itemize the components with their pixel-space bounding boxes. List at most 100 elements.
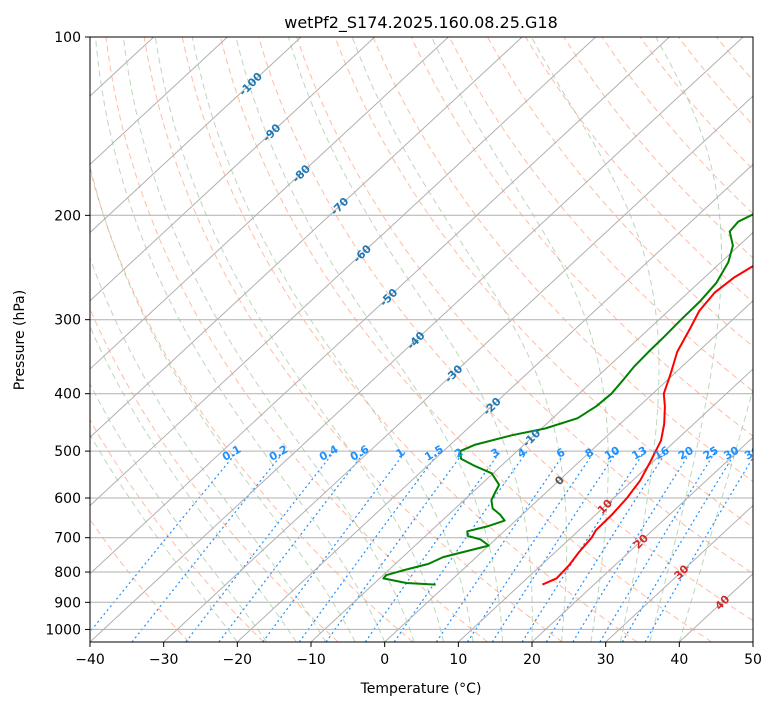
y-tick-label: 1000	[45, 622, 81, 638]
mixing-ratio-label: 1.5	[422, 443, 445, 464]
dry-adiabat	[755, 37, 775, 642]
isotherm-line	[605, 504, 753, 642]
mixing-ratio-line	[364, 450, 502, 642]
dry-adiabat	[716, 37, 753, 82]
moist-adiabat	[90, 256, 327, 642]
y-tick-label: 600	[54, 491, 81, 507]
y-tick-label: 200	[54, 208, 81, 224]
mixing-ratio-line	[599, 450, 717, 642]
mixing-ratio-label: 10	[602, 444, 622, 463]
moist-adiabat	[191, 37, 474, 642]
moist-adiabat	[531, 37, 660, 642]
x-tick-label: 0	[380, 652, 389, 668]
x-tick-label: 10	[449, 652, 467, 668]
moist-adiabat	[90, 164, 356, 642]
y-axis-label: Pressure (hPa)	[12, 290, 28, 390]
mixing-ratio-label: 36	[742, 444, 762, 463]
isotherm-line	[678, 573, 753, 642]
moist-adiabat	[122, 37, 415, 642]
isotherm-line	[310, 231, 753, 642]
isotherm-line	[90, 37, 744, 642]
skewed-isotherms	[90, 37, 753, 642]
mixing-ratio-label: 25	[701, 444, 721, 463]
series-lines	[382, 213, 753, 586]
dry-adiabat	[90, 307, 339, 642]
dry-adiabat	[90, 167, 414, 642]
moist-adiabat	[90, 325, 297, 642]
mixing-ratio-line	[298, 450, 441, 642]
mixing-ratio-label: 30	[721, 444, 741, 463]
x-axis: −40 −30 −20 −10 0 10 20 30 40 50	[75, 642, 762, 668]
y-tick-label: 300	[54, 313, 81, 329]
temperature-line	[541, 264, 753, 586]
x-tick-label: −40	[75, 652, 105, 668]
dry-adiabat	[258, 37, 753, 622]
moist-adiabat	[678, 387, 753, 642]
mixing-ratio-label: 0.2	[267, 443, 290, 464]
isotherm-line	[90, 37, 302, 234]
mixing-ratio-lines	[90, 450, 753, 642]
isotherm-line	[752, 641, 753, 642]
x-axis-label: Temperature (°C)	[360, 681, 482, 697]
plot-area: 0.1 0.2 0.4 0.6 1 1.5 2 3 4 6 8 10 13 16 20 25 30 36-100-…	[90, 37, 775, 642]
dry-adiabat	[143, 37, 563, 642]
mixing-ratio-line	[644, 456, 753, 642]
x-tick-label: −10	[296, 652, 326, 668]
mixing-ratio-line	[325, 450, 465, 642]
mixing-ratio-label: 2	[452, 446, 465, 461]
dry-adiabat	[105, 37, 488, 642]
y-tick-label: 500	[54, 444, 81, 460]
mixing-ratio-label: 0.1	[220, 443, 243, 464]
y-tick-label: 800	[54, 565, 81, 581]
isotherm-line	[236, 163, 753, 642]
x-tick-label: −30	[149, 652, 179, 668]
isotherm-line	[90, 37, 376, 302]
mixing-ratio-line	[491, 450, 618, 642]
mixing-ratio-line	[185, 450, 335, 642]
dry-adiabat	[181, 37, 638, 642]
dry-adiabat	[372, 37, 753, 483]
mixing-ratio-line	[90, 450, 239, 633]
y-tick-label: 900	[54, 595, 81, 611]
moist-adiabat	[235, 37, 503, 642]
isotherm-line	[531, 436, 753, 642]
dewpoint-line	[382, 213, 753, 586]
mixing-ratio-label: 0.6	[348, 442, 372, 463]
isotherm-line	[384, 300, 753, 642]
mixing-ratio-line	[621, 450, 737, 642]
line-labels: 0.1 0.2 0.4 0.6 1 1.5 2 3 4 6 8 10 13 16 20 25 30 36-100-…	[220, 70, 762, 613]
isotherm-line	[90, 37, 523, 438]
dry-adiabats	[90, 37, 775, 642]
dry-adiabat	[448, 37, 753, 392]
moist-adiabat	[649, 37, 722, 642]
y-tick-label: 700	[54, 531, 81, 547]
x-tick-label: 20	[523, 652, 541, 668]
mixing-ratio-line	[572, 450, 692, 642]
dry-adiabat	[410, 37, 753, 437]
mixing-ratio-line	[435, 450, 567, 642]
moist-adiabat	[431, 37, 609, 642]
pressure-gridlines	[90, 37, 753, 630]
y-tick-label: 100	[54, 30, 81, 46]
dry-adiabat	[487, 37, 753, 348]
dry-adiabat	[563, 37, 753, 259]
mixing-ratio-label: 13	[630, 444, 650, 463]
isotherm-line	[90, 37, 597, 507]
mixing-ratio-label: 0.4	[317, 442, 341, 463]
dry-adiabat	[90, 518, 190, 642]
x-tick-label: 40	[670, 652, 688, 668]
mixing-ratio-line	[545, 450, 668, 642]
isotherm-line	[163, 95, 753, 642]
mixing-ratio-line	[521, 450, 646, 642]
x-tick-label: −20	[223, 652, 253, 668]
x-tick-label: 30	[597, 652, 615, 668]
y-axis: 100 200 300 400 500 600 700 800 900 1000	[45, 30, 90, 638]
moist-adiabat	[90, 382, 268, 642]
moist-adiabat	[95, 37, 386, 642]
moist-adiabat	[287, 37, 533, 642]
y-tick-label: 400	[54, 387, 81, 403]
moist-adiabat	[351, 37, 568, 642]
isotherm-line	[90, 37, 670, 575]
mixing-ratio-label: 6	[554, 445, 567, 460]
